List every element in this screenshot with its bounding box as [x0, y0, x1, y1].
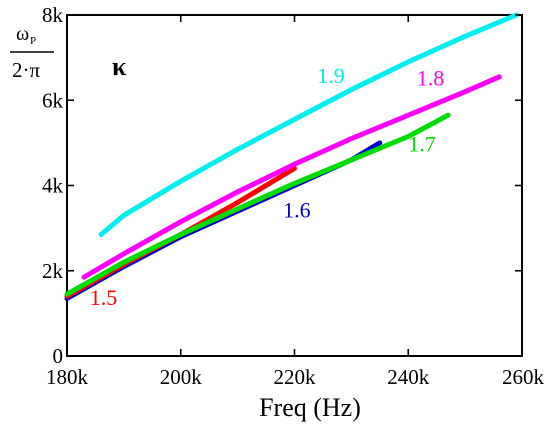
series-label-1-8: 1.8 [417, 65, 445, 90]
y-axis-label-numerator: ω [16, 23, 29, 45]
y-tick-label: 2k [42, 259, 64, 283]
y-axis-label-subscript: P [30, 35, 36, 47]
series-line-1-8 [81, 74, 502, 280]
y-axis-label: ω P 2·π [10, 23, 54, 82]
x-axis-label: Freq (Hz) [259, 393, 361, 422]
series-label-1-6: 1.6 [283, 197, 311, 222]
legend-title: κ [112, 52, 127, 81]
y-tick-label: 0 [53, 344, 64, 368]
y-tick-label: 6k [42, 88, 64, 112]
x-tick-label: 260k [502, 365, 545, 389]
series-label-1-5: 1.5 [90, 285, 118, 310]
x-tick-label: 180k [46, 365, 89, 389]
series-line-1-9 [98, 12, 519, 237]
series-label-1-7: 1.7 [408, 131, 436, 156]
y-tick-label: 8k [42, 3, 64, 27]
series-label-layer: 1.5 1.6 1.7 1.8 1.9 [90, 63, 445, 310]
x-tick-label: 240k [387, 365, 430, 389]
x-tick-label: 200k [160, 365, 203, 389]
series-line-1-7 [64, 112, 451, 297]
y-tick-label: 4k [42, 174, 64, 198]
x-tick-label: 220k [274, 365, 317, 389]
series-label-1-9: 1.9 [317, 63, 345, 88]
series-layer [64, 12, 519, 301]
y-axis-label-denominator: 2·π [12, 58, 40, 82]
tick-layer: 180k 200k 220k 240k 260k 0 2k 4k 6k 8k [42, 3, 545, 389]
